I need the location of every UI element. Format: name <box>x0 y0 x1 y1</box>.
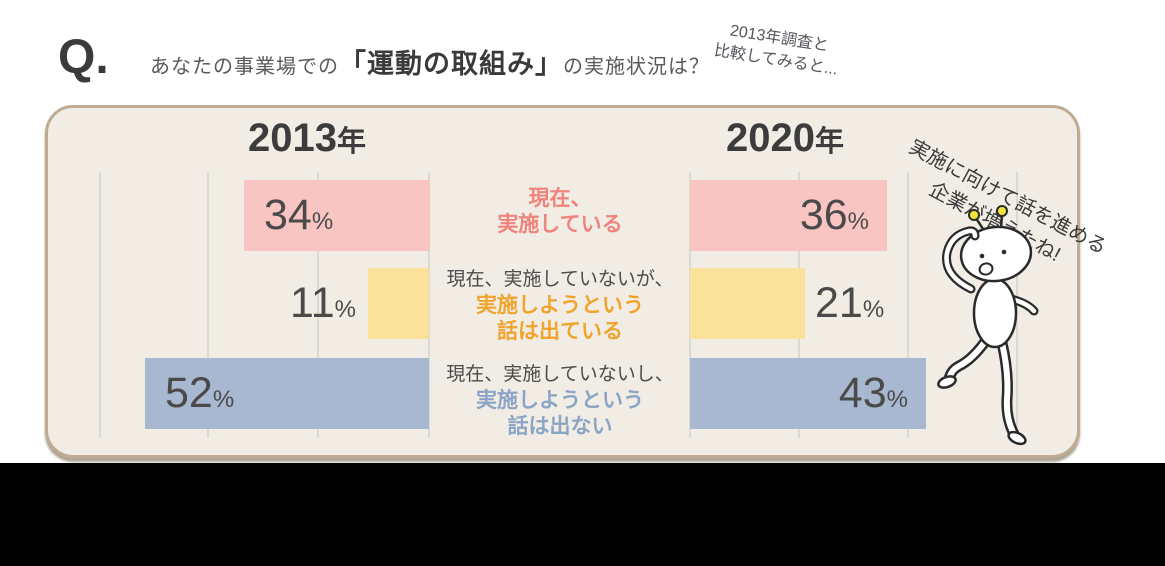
mascot-character <box>937 205 1039 446</box>
year-2013-suffix: 年 <box>336 126 366 158</box>
bar-value-2020-talking: 21% <box>815 279 885 327</box>
year-2013-header: 2013年 <box>248 118 366 158</box>
comparison-note: 2013年調査と 比較してみると... <box>693 15 863 84</box>
gridline <box>907 172 909 438</box>
bottom-black-band <box>0 463 1165 566</box>
category-label-talking: 現在、実施していないが、 実施しようという 話は出ている <box>446 269 674 343</box>
category-label-implementing: 現在、 実施している <box>497 187 623 236</box>
year-2013-number: 2013 <box>248 116 337 160</box>
bar-2013-talking <box>368 268 429 339</box>
year-2020-suffix: 年 <box>814 126 844 158</box>
bar-value: 34% <box>264 191 334 239</box>
gridline <box>99 172 101 438</box>
category-label-no-talk: 現在、実施していないし、 実施しようという 話は出ない <box>446 364 674 438</box>
question-prefix: Q. <box>58 31 109 84</box>
bar-2020-no-talk: 43% <box>690 358 926 429</box>
question-after: の実施状況は？ <box>563 56 710 78</box>
bar-value: 52% <box>165 369 235 417</box>
gridline <box>207 172 209 438</box>
year-2020-header: 2020年 <box>726 118 844 158</box>
bar-2013-implementing: 34% <box>244 180 430 251</box>
bar-value: 43% <box>838 369 908 417</box>
bar-value-2013-talking: 11% <box>290 279 356 327</box>
question-title: あなたの事業場での 「運動の取組み」 の実施状況は？ <box>150 42 710 81</box>
question-before: あなたの事業場での <box>150 56 339 78</box>
bar-2013-no-talk: 52% <box>145 358 429 429</box>
bar-2020-talking <box>690 268 805 339</box>
gridline <box>317 172 319 438</box>
question-highlight: 「運動の取組み」 <box>339 49 563 79</box>
bar-2020-implementing: 36% <box>690 180 887 251</box>
gridline <box>428 172 430 438</box>
year-2020-number: 2020 <box>726 116 815 160</box>
bar-value: 36% <box>799 191 869 239</box>
